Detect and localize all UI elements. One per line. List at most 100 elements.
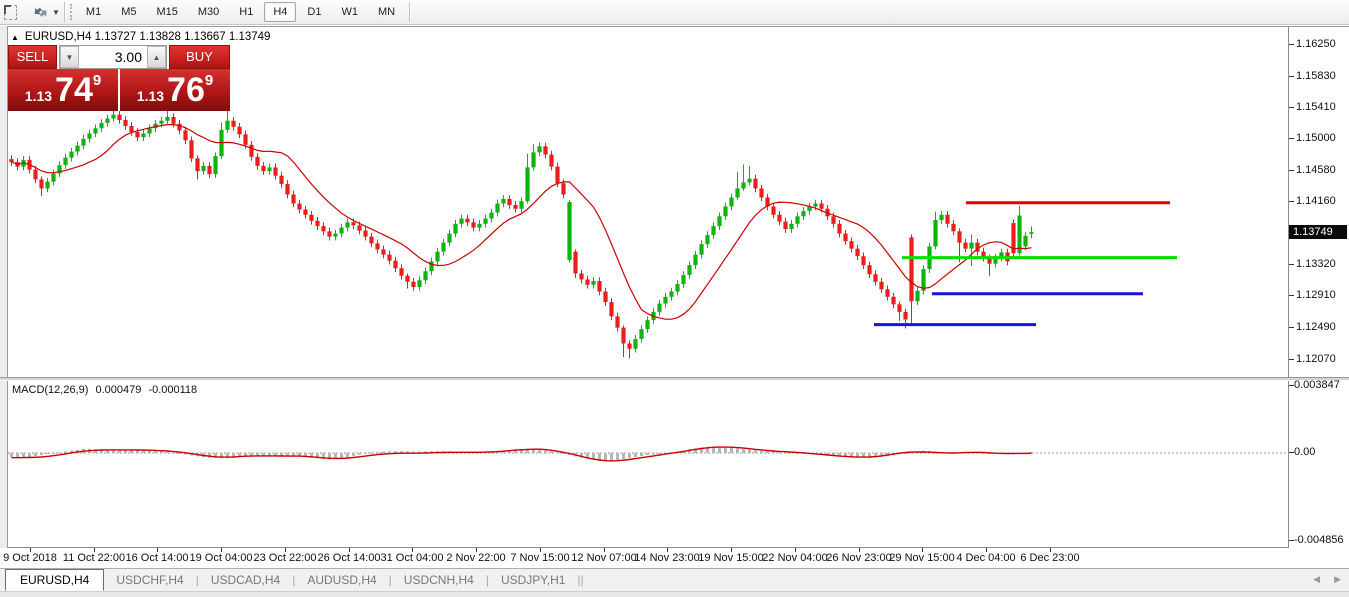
price-tick-label: 1.12910: [1296, 289, 1336, 302]
price-tick: [1289, 75, 1294, 77]
price-tick: [1289, 138, 1294, 140]
macd-tick-label: -0.004856: [1294, 534, 1344, 546]
tab-scroll-left-icon[interactable]: ◀: [1313, 574, 1321, 584]
date-tick-label: 11 Oct 22:00: [62, 552, 126, 564]
date-tick: [30, 548, 31, 552]
date-tick-label: 29 Nov 15:00: [889, 552, 955, 564]
macd-tick-label: 0.003847: [1294, 379, 1340, 391]
macd-label: MACD(12,26,9) 0.000479 -0.000118: [12, 384, 201, 396]
price-tick-label: 1.14580: [1296, 163, 1336, 176]
sell-price-pip: 9: [92, 72, 102, 89]
candlestick-series: [9, 107, 1034, 359]
volume-increase-button[interactable]: ▲: [147, 46, 166, 68]
date-tick: [667, 548, 668, 552]
date-tick-label: 6 Dec 23:00: [1020, 552, 1080, 564]
buy-price-button[interactable]: 1.13 76 9: [120, 69, 230, 111]
date-tick-label: 26 Nov 23:00: [826, 552, 892, 564]
chart-window-border: [7, 27, 8, 567]
sell-price-prefix: 1.13: [24, 88, 53, 104]
tab-separator: |: [580, 573, 584, 587]
macd-tick: [1289, 385, 1294, 386]
date-tick-label: 22 Nov 04:00: [762, 552, 828, 564]
price-tick: [1289, 44, 1294, 45]
macd-value: 0.000479: [95, 384, 142, 396]
date-tick: [412, 548, 413, 552]
date-tick: [221, 548, 222, 552]
date-tick-label: 23 Oct 22:00: [253, 552, 317, 564]
timeframe-button-M5[interactable]: M5: [121, 6, 137, 18]
chart-tab-audusdh4[interactable]: AUDUSD,H4: [307, 573, 377, 587]
buy-price-pip: 9: [204, 72, 214, 89]
date-tick: [731, 548, 732, 552]
timeframe-button-M1[interactable]: M1: [85, 6, 102, 18]
price-tick-label: 1.15000: [1296, 132, 1336, 145]
dropdown-caret-icon[interactable]: ▼: [52, 7, 60, 17]
macd-chart: [8, 446, 1287, 462]
chart-frame-icon[interactable]: [4, 4, 17, 20]
chart-tab-usdcadh4[interactable]: USDCAD,H4: [210, 573, 281, 587]
price-tick: [1289, 264, 1294, 266]
price-axis-border: [1288, 27, 1289, 565]
price-tick-label: 1.12490: [1296, 320, 1336, 333]
timeframe-button-M15[interactable]: M15: [156, 6, 178, 18]
price-tick-label: 1.15830: [1296, 69, 1336, 82]
sell-price-big: 74: [55, 71, 93, 109]
buy-button[interactable]: BUY: [169, 45, 230, 69]
tab-scroll-right-icon[interactable]: ▶: [1334, 574, 1341, 584]
chart-tab-usdchfh4[interactable]: USDCHF,H4: [116, 573, 184, 587]
date-tick-label: 12 Nov 07:00: [571, 552, 637, 564]
date-tick-label: 19 Nov 15:00: [698, 552, 764, 564]
toolbar-grip[interactable]: [69, 4, 73, 20]
date-tick-label: 2 Nov 22:00: [446, 552, 506, 564]
macd-tick-label: 0.00: [1294, 446, 1316, 458]
date-tick: [922, 548, 923, 552]
date-tick-label: 9 Oct 2018: [3, 552, 57, 564]
price-tick: [1289, 201, 1294, 203]
timeframe-button-D1[interactable]: D1: [307, 6, 322, 18]
price-tick-label: 1.16250: [1296, 38, 1336, 50]
status-bar: [0, 591, 1349, 597]
sell-price-button[interactable]: 1.13 74 9: [8, 69, 118, 111]
pane-divider[interactable]: [0, 377, 1349, 381]
volume-input[interactable]: [79, 46, 147, 68]
date-tick: [94, 548, 95, 552]
date-tick: [540, 548, 541, 552]
tab-separator: |: [292, 573, 296, 587]
date-tick: [285, 548, 286, 552]
chart-window-border: [0, 26, 1349, 27]
tab-separator: |: [388, 573, 392, 587]
macd-tick: [1289, 540, 1294, 541]
date-tick-label: 16 Oct 14:00: [125, 552, 189, 564]
price-tick: [1289, 326, 1294, 328]
price-tick: [1289, 295, 1294, 297]
chart-title-text: EURUSD,H4 1.13727 1.13828 1.13667 1.1374…: [24, 31, 271, 43]
timeframe-button-group: M1 M5 M15 M30 H1 H4 D1 W1 MN: [76, 2, 405, 22]
timeframe-button-M30[interactable]: M30: [197, 6, 220, 18]
chart-title: ▲ EURUSD,H4 1.13727 1.13828 1.13667 1.13…: [11, 31, 270, 43]
price-tick: [1289, 169, 1294, 171]
sell-button[interactable]: SELL: [8, 45, 57, 69]
timeframe-button-W1[interactable]: W1: [341, 6, 358, 18]
macd-pane[interactable]: MACD(12,26,9) 0.000479 -0.000118: [8, 381, 1288, 548]
price-tick-label: 1.13320: [1296, 258, 1336, 271]
timeframe-button-MN[interactable]: MN: [377, 6, 396, 18]
date-tick: [859, 548, 860, 552]
trade-panel-top-row: SELL ▼ ▲ BUY: [8, 45, 230, 69]
timeframe-button-H4[interactable]: H4: [264, 2, 297, 22]
tab-separator: |: [577, 573, 581, 587]
chart-tab-usdjpyh1[interactable]: USDJPY,H1: [500, 573, 566, 587]
toolbar-separator: [63, 2, 65, 22]
price-tick-label: 1.14160: [1296, 195, 1336, 208]
time-axis[interactable]: 9 Oct 2018 11 Oct 22:00 16 Oct 14:00 19 Oct…: [0, 548, 1349, 568]
one-click-trading-panel: SELL ▼ ▲ BUY 1.13 74 9 1.13 76 9: [8, 45, 230, 111]
macd-signal-line: [11, 446, 1032, 462]
macd-tick: [1289, 452, 1294, 453]
timeframe-button-H1[interactable]: H1: [239, 6, 254, 18]
chart-tab-usdcnhh4[interactable]: USDCNH,H4: [403, 573, 474, 587]
chart-tab-eurusdh4[interactable]: EURUSD,H4: [5, 569, 105, 591]
tile-arrows-icon[interactable]: [31, 4, 49, 20]
date-tick-label: 14 Nov 23:00: [634, 552, 700, 564]
volume-decrease-button[interactable]: ▼: [60, 46, 79, 68]
date-tick: [349, 548, 350, 552]
